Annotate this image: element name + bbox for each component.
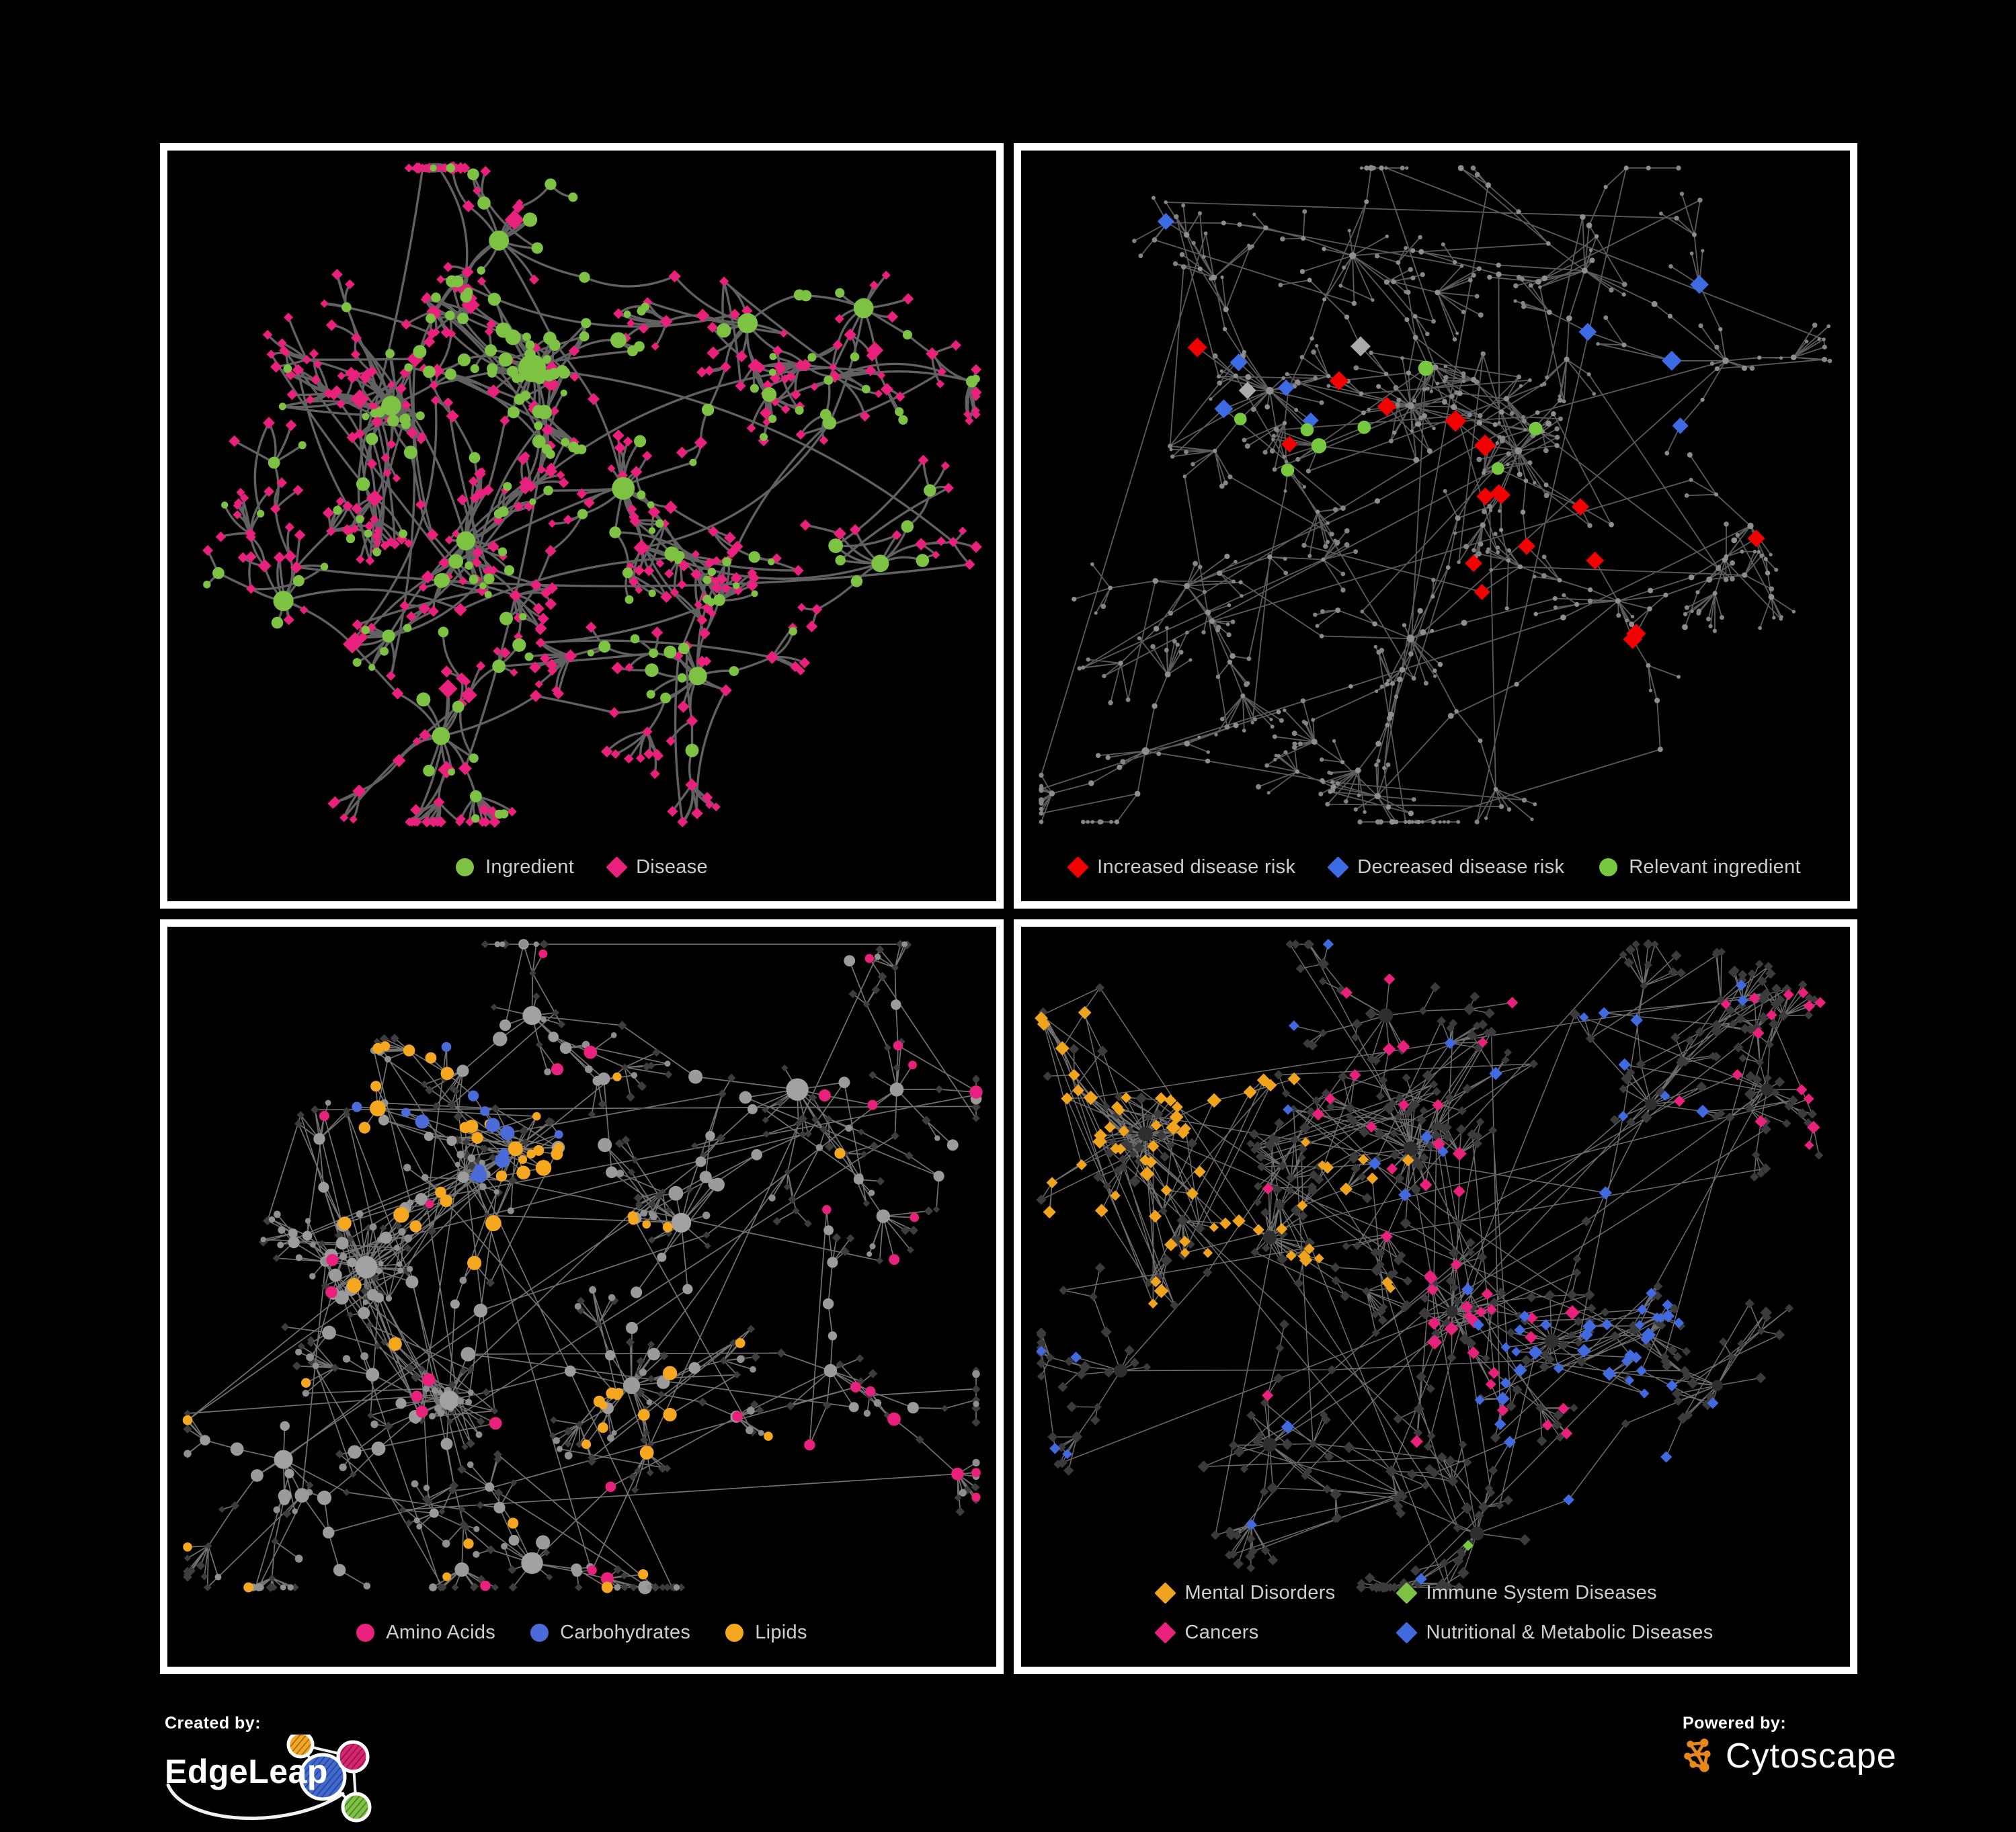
edgeleap-node-pink [336, 1740, 370, 1774]
diamond-marker-icon [1154, 1582, 1177, 1604]
panel-macronutrients: Amino Acids Carbohydrates Lipids [160, 919, 1004, 1674]
legend-item-nutritional-metabolic-diseases: Nutritional & Metabolic Diseases [1396, 1622, 1713, 1644]
legend-item-carbohydrates: Carbohydrates [530, 1622, 690, 1644]
diamond-marker-icon [1067, 856, 1089, 878]
legend-row: Mental Disorders Immune System Diseases Ca… [1154, 1582, 1713, 1644]
legend-item-disease: Disease [606, 856, 708, 878]
edgeleap-network-icon [166, 1735, 372, 1823]
legend-item-ingredient: Ingredient [456, 856, 574, 878]
legend-row: Amino Acids Carbohydrates Lipids [356, 1622, 807, 1644]
panel-disease-classes: Mental Disorders Immune System Diseases Ca… [1014, 919, 1857, 1674]
circle-marker-icon [530, 1624, 549, 1642]
panel-legend: Mental Disorders Immune System Diseases Ca… [1021, 1582, 1850, 1644]
created-by-label: Created by: [165, 1714, 261, 1733]
powered-by-label: Powered by: [1683, 1714, 1787, 1733]
legend-item-increased-disease-risk: Increased disease risk [1067, 856, 1296, 878]
panel-legend: Amino Acids Carbohydrates Lipids [167, 1622, 996, 1644]
edgeleap-logo: EdgeLeap [165, 1735, 514, 1829]
panel-disease-risk: Increased disease risk Decreased disease … [1014, 143, 1857, 909]
legend-item-mental-disorders: Mental Disorders [1154, 1582, 1336, 1604]
figure-grid: Ingredient Disease Increased disease risk… [160, 143, 1857, 1674]
diamond-marker-icon [1154, 1622, 1177, 1644]
network-graph [1039, 165, 1832, 825]
legend-label: Disease [636, 856, 708, 878]
legend-label: Immune System Diseases [1426, 1582, 1657, 1604]
network-graph [182, 939, 983, 1595]
cytoscape-icon [1684, 1739, 1711, 1772]
legend-item-cancers: Cancers [1154, 1622, 1259, 1644]
panel-legend: Increased disease risk Decreased disease … [1021, 856, 1850, 878]
legend-label: Nutritional & Metabolic Diseases [1426, 1622, 1713, 1643]
legend-label: Relevant ingredient [1629, 856, 1801, 878]
diamond-marker-icon [1327, 856, 1350, 878]
edgeleap-node-orange [286, 1735, 315, 1759]
edgeleap-node-green [341, 1792, 372, 1823]
legend-label: Ingredient [485, 856, 575, 878]
diamond-marker-icon [1396, 1622, 1418, 1644]
legend-label: Increased disease risk [1097, 856, 1296, 878]
legend-label: Mental Disorders [1184, 1582, 1336, 1604]
network-graph [202, 161, 982, 828]
panel-legend: Ingredient Disease [167, 856, 996, 878]
legend-row: Ingredient Disease [456, 856, 708, 878]
edgeleap-brand-text: EdgeLeap [165, 1753, 328, 1790]
cytoscape-brand-text: Cytoscape [1726, 1737, 1897, 1776]
legend-row: Increased disease risk Decreased disease … [1067, 856, 1801, 878]
legend-item-amino-acids: Amino Acids [356, 1622, 495, 1644]
network-graph [1035, 938, 1826, 1593]
legend-item-decreased-disease-risk: Decreased disease risk [1327, 856, 1565, 878]
legend-item-immune-system-diseases: Immune System Diseases [1396, 1582, 1657, 1604]
legend-label: Decreased disease risk [1357, 856, 1565, 878]
circle-marker-icon [456, 858, 475, 876]
legend-label: Amino Acids [386, 1622, 496, 1643]
diamond-marker-icon [1396, 1582, 1418, 1604]
diamond-marker-icon [606, 856, 628, 878]
circle-marker-icon [356, 1624, 375, 1642]
legend-item-relevant-ingredient: Relevant ingredient [1599, 856, 1801, 878]
circle-marker-icon [725, 1624, 744, 1642]
powered-by-block: Powered by: Cytoscape [1683, 1714, 1897, 1776]
circle-marker-icon [1599, 858, 1618, 876]
legend-item-lipids: Lipids [725, 1622, 807, 1644]
panel-ingredient-disease: Ingredient Disease [160, 143, 1004, 909]
legend-label: Cancers [1184, 1622, 1259, 1643]
legend-label: Lipids [755, 1622, 807, 1643]
created-by-block: Created by: [165, 1714, 514, 1828]
legend-label: Carbohydrates [560, 1622, 691, 1643]
edgeleap-node-blue [298, 1753, 347, 1801]
